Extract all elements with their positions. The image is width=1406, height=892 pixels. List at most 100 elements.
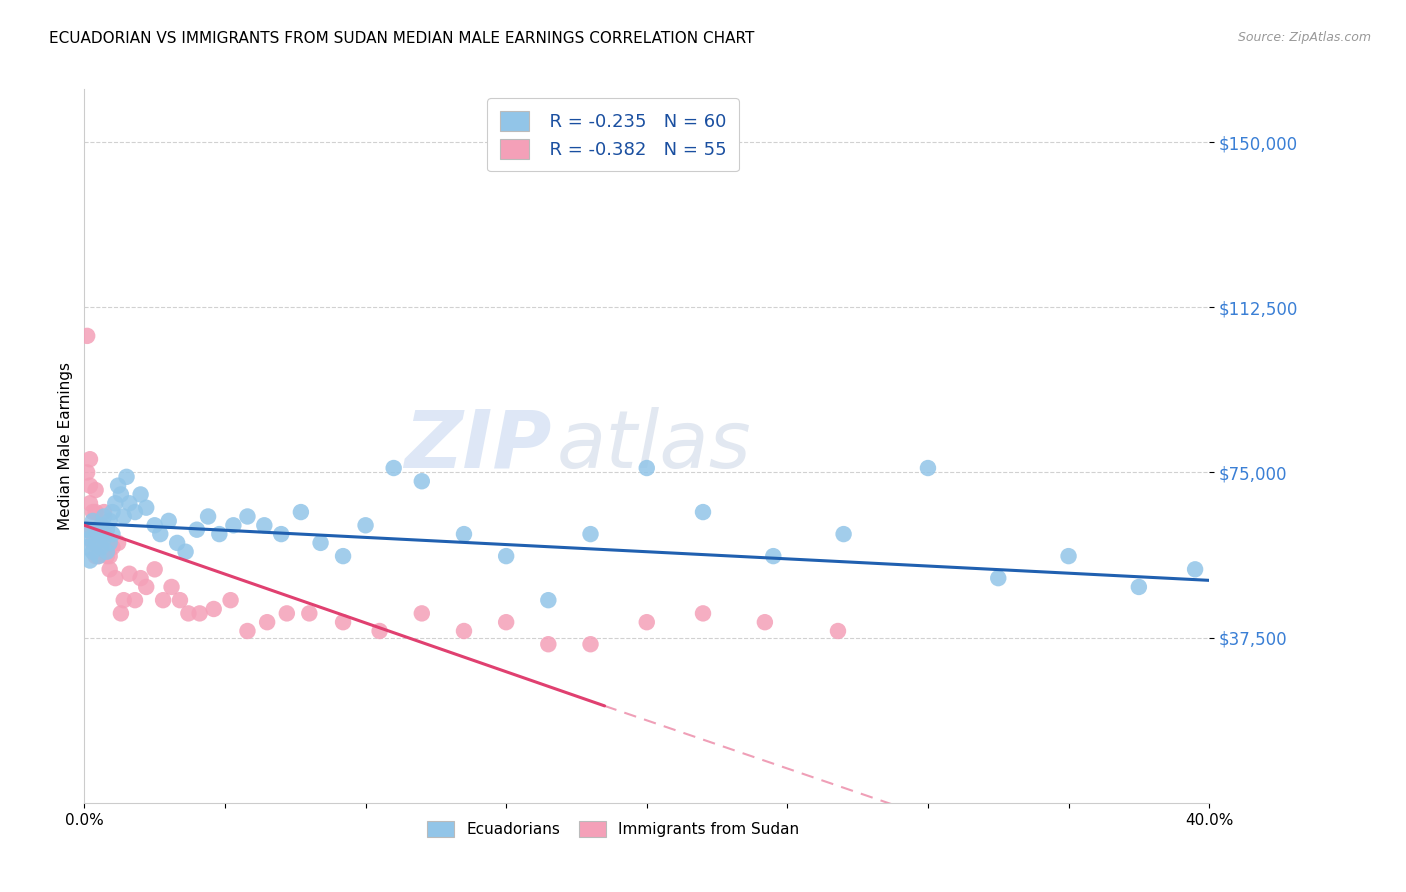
Point (579, 527, 602, 541)
Point (270, 527, 292, 541)
Point (636, 461, 658, 475)
Point (82, 545, 104, 559)
Text: ECUADORIAN VS IMMIGRANTS FROM SUDAN MEDIAN MALE EARNINGS CORRELATION CHART: ECUADORIAN VS IMMIGRANTS FROM SUDAN MEDI… (49, 31, 755, 46)
Point (112, 593, 135, 607)
Point (152, 593, 174, 607)
Point (96, 536, 118, 550)
Point (79, 496, 101, 510)
Point (149, 527, 172, 541)
Point (76, 466, 98, 480)
Point (495, 615, 517, 630)
Point (110, 607, 132, 621)
Point (174, 545, 197, 559)
Point (129, 571, 152, 585)
Point (1128, 580, 1150, 594)
Point (104, 571, 127, 585)
Point (332, 549, 354, 563)
Point (96, 545, 118, 559)
Y-axis label: Median Male Earnings: Median Male Earnings (58, 362, 73, 530)
Point (166, 536, 188, 550)
Point (84, 505, 107, 519)
Point (82, 514, 104, 528)
Point (309, 536, 332, 550)
Point (107, 536, 129, 550)
Point (692, 505, 714, 519)
Point (332, 615, 354, 630)
Point (987, 571, 1010, 585)
Point (87, 549, 110, 563)
Point (79, 532, 101, 546)
Point (76, 541, 98, 555)
Point (112, 509, 135, 524)
Point (82, 523, 104, 537)
Point (101, 541, 124, 555)
Point (93, 527, 115, 541)
Point (298, 607, 321, 621)
Point (692, 607, 714, 621)
Point (197, 509, 219, 524)
Point (82, 505, 104, 519)
Point (186, 523, 208, 537)
Point (82, 536, 104, 550)
Point (160, 580, 183, 594)
Point (98, 562, 121, 576)
Point (222, 518, 245, 533)
Point (124, 593, 146, 607)
Point (290, 505, 312, 519)
Text: Source: ZipAtlas.com: Source: ZipAtlas.com (1237, 31, 1371, 45)
Point (93, 532, 115, 546)
Point (135, 580, 157, 594)
Point (107, 478, 129, 492)
Point (382, 461, 405, 475)
Point (84, 536, 107, 550)
Point (253, 518, 276, 533)
Point (1057, 549, 1080, 563)
Point (157, 514, 180, 528)
Point (84, 523, 107, 537)
Point (101, 527, 124, 541)
Point (124, 505, 146, 519)
Point (118, 566, 141, 581)
Point (368, 624, 391, 638)
Point (188, 607, 211, 621)
Point (96, 523, 118, 537)
Point (79, 553, 101, 567)
Point (832, 527, 855, 541)
Point (129, 487, 152, 501)
Point (87, 536, 110, 550)
Point (76, 523, 98, 537)
Point (76, 329, 98, 343)
Point (636, 615, 658, 630)
Point (143, 518, 166, 533)
Point (98, 514, 121, 528)
Point (169, 593, 191, 607)
Point (754, 615, 776, 630)
Point (104, 496, 127, 510)
Point (143, 562, 166, 576)
Point (1184, 562, 1206, 576)
Point (87, 549, 110, 563)
Point (93, 505, 115, 519)
Point (90, 518, 112, 533)
Text: atlas: atlas (557, 407, 752, 485)
Point (118, 496, 141, 510)
Point (90, 541, 112, 555)
Point (96, 549, 118, 563)
Point (495, 549, 517, 563)
Point (579, 637, 602, 651)
Point (827, 624, 849, 638)
Point (93, 509, 115, 524)
Point (177, 607, 200, 621)
Point (84, 483, 107, 497)
Point (87, 527, 110, 541)
Point (354, 518, 377, 533)
Point (453, 527, 475, 541)
Point (236, 509, 259, 524)
Text: ZIP: ZIP (404, 407, 551, 485)
Legend: Ecuadorians, Immigrants from Sudan: Ecuadorians, Immigrants from Sudan (419, 814, 807, 845)
Point (917, 461, 939, 475)
Point (411, 607, 433, 621)
Point (90, 518, 112, 533)
Point (79, 452, 101, 467)
Point (90, 541, 112, 555)
